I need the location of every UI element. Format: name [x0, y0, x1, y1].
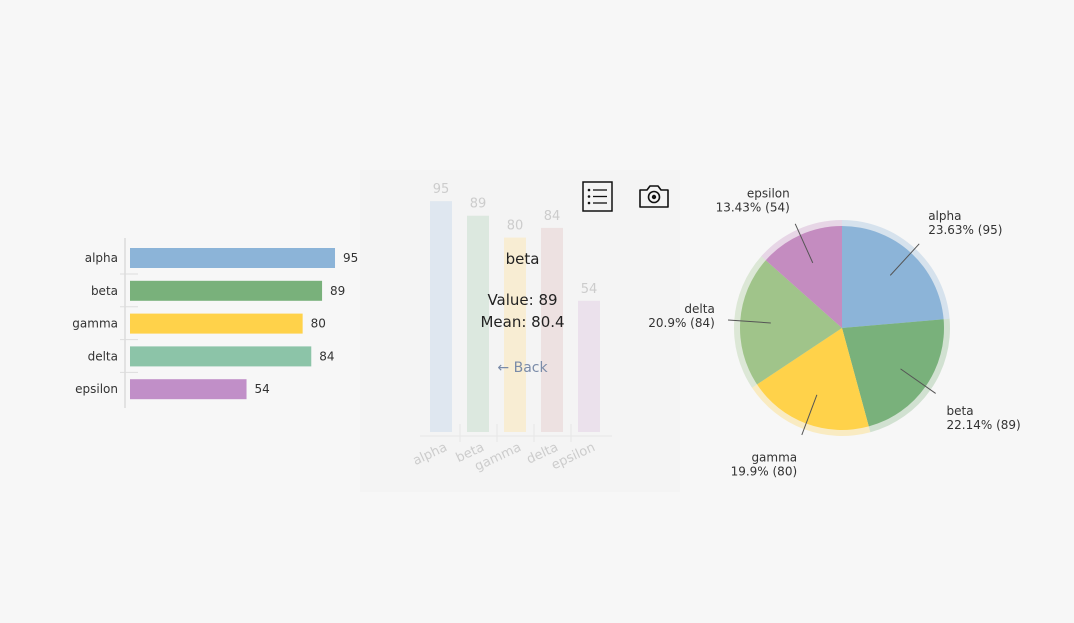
value-label: 54 [255, 382, 270, 396]
slice-name-label: alpha [928, 209, 961, 223]
category-label: epsilon [75, 382, 118, 396]
value-label: 80 [507, 219, 524, 234]
list-icon[interactable] [582, 181, 614, 213]
value-label: 95 [343, 251, 358, 265]
leader-line [900, 368, 936, 394]
leader-line [801, 394, 818, 436]
slice-alpha[interactable] [842, 226, 944, 328]
slice-value-label: 19.9% (80) [731, 464, 798, 478]
slice-value-label: 23.63% (95) [928, 223, 1002, 237]
category-label: beta [91, 284, 118, 298]
value-label: 89 [470, 197, 487, 212]
bar-gamma[interactable] [130, 313, 303, 334]
value-label: 89 [330, 284, 345, 298]
bar-beta[interactable] [467, 215, 489, 432]
camera-icon[interactable] [638, 182, 670, 210]
category-label: gamma [72, 317, 118, 331]
slice-epsilon[interactable] [765, 226, 842, 328]
bar-alpha[interactable] [130, 248, 336, 268]
value-label: 84 [319, 349, 334, 363]
value-label: 80 [311, 317, 326, 331]
category-label: alpha [85, 251, 118, 265]
category-label: delta [88, 349, 118, 363]
bar-gamma[interactable] [504, 237, 526, 432]
slice-value-label: 22.14% (89) [947, 418, 1021, 432]
category-label: alpha [411, 440, 450, 469]
slice-value-label: 20.9% (84) [648, 316, 715, 330]
bar-delta[interactable] [541, 227, 563, 432]
bar-epsilon[interactable] [578, 300, 600, 432]
detail-title: beta [505, 250, 540, 268]
bar-delta[interactable] [130, 346, 312, 367]
back-button[interactable]: ← Back [497, 360, 548, 376]
detail-mean: Mean: 80.4 [480, 313, 565, 331]
leader-line [889, 243, 920, 276]
slice-name-label: epsilon [747, 187, 790, 201]
leader-line [728, 319, 771, 324]
slice-name-label: gamma [751, 450, 797, 464]
slice-name-label: delta [684, 302, 714, 316]
slice-beta[interactable] [842, 319, 945, 427]
slice-gamma[interactable] [757, 328, 869, 430]
bar-beta[interactable] [130, 280, 323, 301]
slice-value-label: 13.43% (54) [716, 201, 790, 215]
leader-line [794, 223, 814, 264]
value-label: 95 [433, 182, 450, 197]
bar-alpha[interactable] [430, 201, 452, 432]
detail-value: Value: 89 [487, 291, 558, 309]
bar-epsilon[interactable] [130, 379, 247, 400]
value-label: 54 [581, 282, 598, 297]
value-label: 84 [544, 209, 561, 224]
slice-name-label: beta [947, 404, 974, 418]
slice-delta[interactable] [740, 260, 842, 385]
